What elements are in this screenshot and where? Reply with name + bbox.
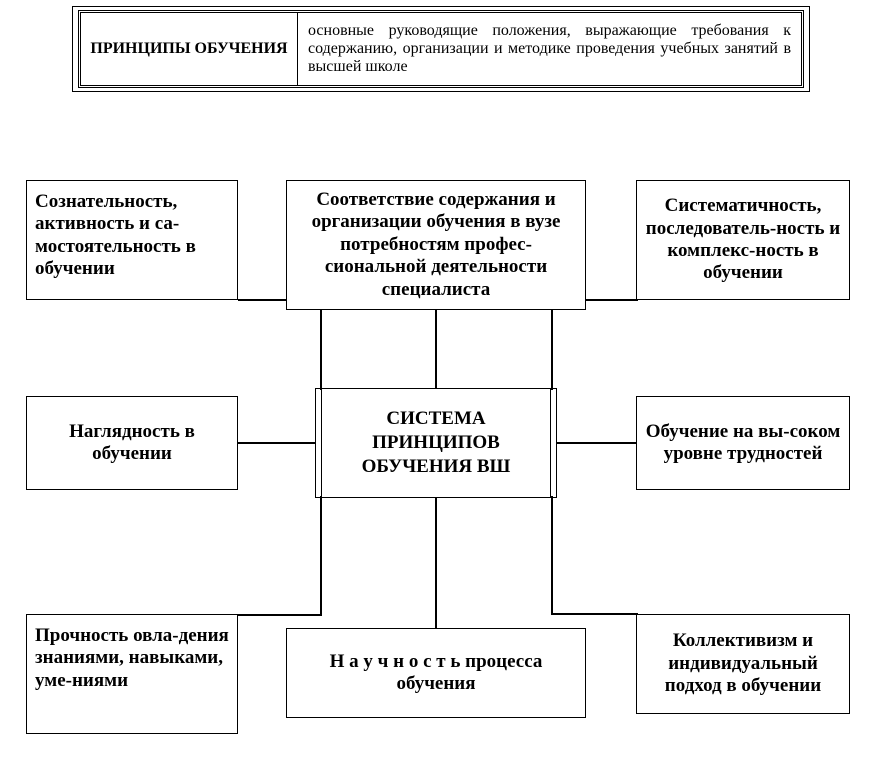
- definition-inner-frame: ПРИНЦИПЫ ОБУЧЕНИЯ основные руководящие п…: [78, 10, 804, 88]
- node-bot-mid: Н а у ч н о с т ь процесса обучения: [286, 628, 586, 718]
- definition-text: основные руководящие положения, выражающ…: [298, 13, 801, 85]
- node-top-mid: Соответствие содержания и организации об…: [286, 180, 586, 310]
- center-label: СИСТЕМА ПРИНЦИПОВ ОБУЧЕНИЯ ВШ: [321, 388, 551, 498]
- connector-bot_left_v: [320, 496, 322, 614]
- node-bot-right: Коллективизм и индивидуальный подход в о…: [636, 614, 850, 714]
- connector-bot_right_h: [551, 613, 638, 615]
- connector-bot_left_h: [238, 614, 322, 616]
- connector-bot_mid_v: [435, 498, 437, 628]
- connector-mid_right: [557, 442, 636, 444]
- node-bot-left: Прочность овла-дения знаниями, навыками,…: [26, 614, 238, 734]
- definition-term: ПРИНЦИПЫ ОБУЧЕНИЯ: [81, 13, 298, 85]
- connector-mid_left: [238, 442, 315, 444]
- connector-bot_right_v: [551, 496, 553, 614]
- node-top-left: Сознательность, активность и са-мостояте…: [26, 180, 238, 300]
- node-top-right: Систематичность, последователь-ность и к…: [636, 180, 850, 300]
- connector-top_left_v: [320, 299, 322, 390]
- diagram-stage: ПРИНЦИПЫ ОБУЧЕНИЯ основные руководящие п…: [0, 0, 874, 768]
- node-mid-left: Наглядность в обучении: [26, 396, 238, 490]
- connector-top_right_v: [551, 299, 553, 390]
- node-mid-right: Обучение на вы-соком уровне трудностей: [636, 396, 850, 490]
- connector-top_mid_v: [435, 310, 437, 388]
